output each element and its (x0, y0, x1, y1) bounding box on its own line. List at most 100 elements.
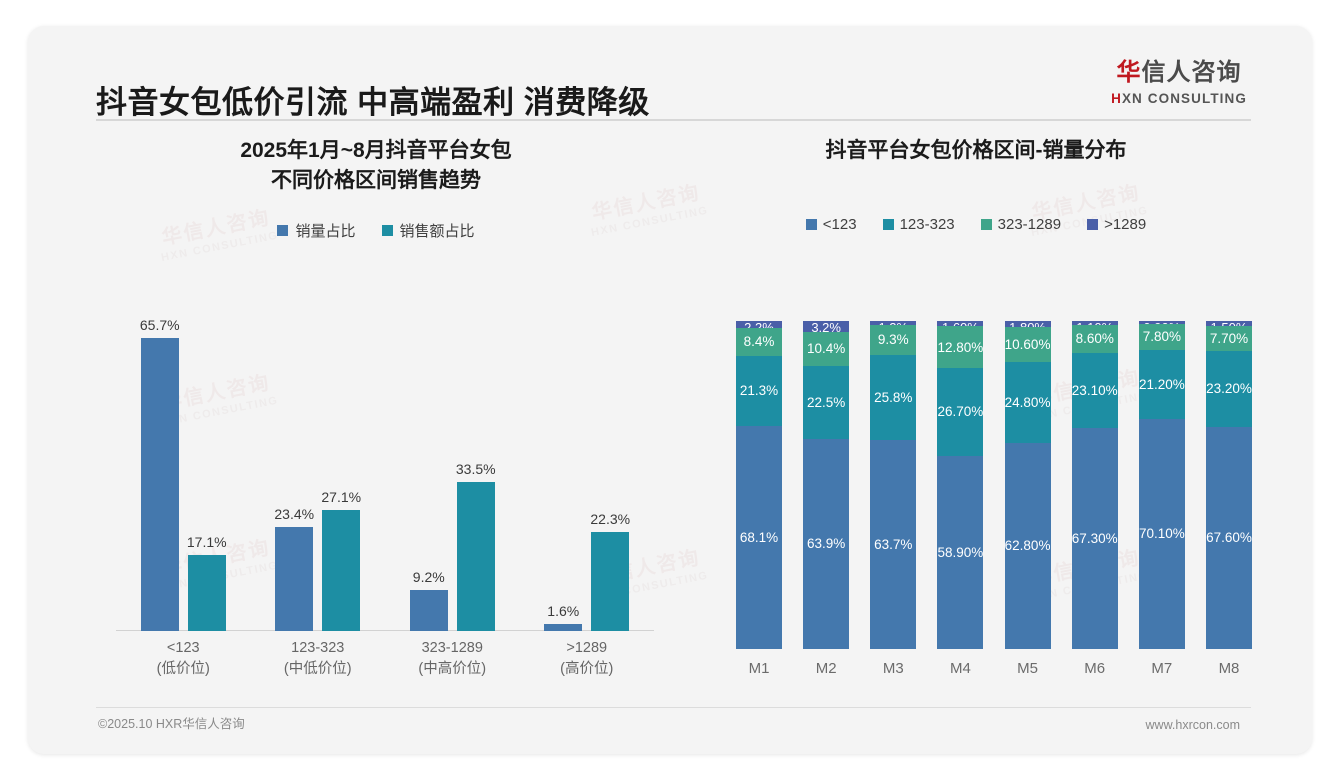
segment-value-label: 63.9% (807, 536, 846, 552)
segment-value-label: 70.10% (1138, 526, 1185, 542)
bar-group: 23.4% 27.1% (251, 319, 386, 631)
right-chart-legend: <123 123-323 323-1289 >1289 (696, 216, 1256, 233)
stacked-bar-column[interactable]: 1.60%12.80%26.70%58.90% (937, 321, 984, 649)
legend-item[interactable]: <123 (805, 216, 857, 233)
stacked-bar-column[interactable]: 1.10%8.60%23.10%67.30% (1071, 321, 1118, 649)
category-label: M7 (1151, 660, 1173, 677)
legend-item[interactable]: >1289 (1087, 216, 1146, 233)
segment-value-label: 58.90% (937, 544, 984, 560)
stacked-bar-column[interactable]: 1.80%10.60%24.80%62.80% (1004, 321, 1051, 649)
segment-value-label: 21.3% (739, 382, 779, 398)
bar-column[interactable]: 65.7% (139, 317, 180, 631)
bar-column[interactable]: 22.3% (590, 319, 631, 631)
segment-value-label: 67.60% (1206, 530, 1252, 546)
bar (591, 531, 630, 631)
slide-header: 抖音女包低价引流 中高端盈利 消费降级 华信人咨询 HXN CONSULTING (28, 26, 1312, 121)
legend-item[interactable]: 销量占比 (277, 220, 356, 241)
page-title: 抖音女包低价引流 中高端盈利 消费降级 (96, 85, 650, 120)
segment-value-label: 23.10% (1071, 382, 1118, 398)
segment-value-label: 67.30% (1071, 530, 1118, 546)
legend-item[interactable]: 323-1289 (980, 216, 1061, 233)
bar (275, 526, 314, 631)
segment-value-label: 63.7% (874, 536, 913, 552)
bar-value-label: 23.4% (274, 505, 315, 522)
stacked-bar-segment: 7.70% (1205, 325, 1252, 352)
legend-swatch-icon (882, 218, 894, 230)
bar-value-label: 65.7% (139, 317, 180, 334)
bar (322, 510, 361, 631)
stacked-bar-column[interactable]: 3.2% 10.4% 22.5% 63.9% (803, 321, 850, 649)
stacked-bar-segment: 3.2% (803, 321, 850, 334)
stacked-bar-segment: 70.10% (1138, 419, 1185, 649)
bar-column[interactable]: 1.6% (544, 319, 583, 631)
segment-value-label: 12.80% (937, 339, 984, 355)
stacked-bar-segment: 2.2% (736, 321, 782, 334)
bar-value-label: 27.1% (321, 489, 362, 506)
legend-swatch-icon (1087, 218, 1099, 230)
bar-group: 65.7% 17.1% (116, 317, 251, 631)
segment-value-label: 62.80% (1004, 538, 1051, 554)
category-label: 123-323 (中低价位) (251, 638, 386, 680)
segment-value-label: 7.70% (1209, 330, 1249, 346)
category-label-main: <123 (166, 640, 200, 656)
category-label: M6 (1084, 660, 1106, 677)
legend-label: 销售额占比 (399, 222, 475, 240)
segment-value-label: 10.4% (807, 340, 846, 356)
segment-value-label: 68.1% (739, 529, 779, 545)
stacked-bar-column[interactable]: 1.2%9.3%25.8%63.7% (870, 321, 917, 649)
bar-group: 9.2% 33.5% (385, 319, 520, 631)
legend-label: 123-323 (899, 215, 955, 233)
bar-column[interactable]: 9.2% (409, 319, 448, 631)
bar-value-label: 1.6% (547, 602, 580, 619)
legend-item[interactable]: 123-323 (882, 215, 955, 233)
stacked-bar-segment: 10.4% (803, 331, 850, 366)
segment-value-label: 8.4% (743, 334, 775, 350)
bar-column[interactable]: 23.4% (274, 319, 315, 631)
stacked-bar-segment: 22.5% (803, 365, 850, 440)
category-label-sub: (高价位) (560, 661, 614, 678)
bar-value-label: 22.3% (590, 510, 631, 527)
category-label: 323-1289 (中高价位) (385, 638, 520, 680)
logo-english-text: HXN CONSULTING (1111, 92, 1247, 106)
right-stacked-bar-chart: 2.2%8.4%21.3%68.1%3.2%10.4%22.5%63.9%1.2… (736, 321, 1252, 649)
stacked-bar-segment: 23.20% (1205, 351, 1252, 428)
stacked-bar-segment: 10.60% (1004, 326, 1051, 362)
footer-website: www.hxrcon.com (1145, 718, 1240, 732)
legend-swatch-icon (805, 218, 817, 230)
category-label: M3 (882, 660, 904, 677)
right-chart-category-labels: M1 M2 M3 M4 M5 M6 M7 M8 (736, 660, 1252, 677)
brand-logo: 华信人咨询 HXN CONSULTING (1111, 61, 1247, 106)
stacked-bar-segment: 62.80% (1004, 443, 1051, 649)
logo-english-first-char: H (1111, 91, 1122, 106)
category-label-main: 123-323 (291, 640, 345, 656)
bar-value-label: 17.1% (186, 533, 227, 550)
category-label: M8 (1218, 660, 1240, 677)
stacked-bar-segment: 7.80% (1138, 323, 1185, 350)
stacked-bar-column[interactable]: 0.90%7.80%21.20%70.10% (1138, 321, 1185, 649)
logo-chinese-first-char: 华 (1116, 59, 1142, 86)
left-grouped-bar-chart: 65.7% 17.1% 23.4% 27.1% 9.2% 33.5% 1.6% 22.3% (116, 317, 654, 631)
stacked-bar-column[interactable]: 2.2%8.4% 21.3% 68.1% (736, 321, 782, 649)
legend-label: 销量占比 (295, 222, 356, 240)
category-label-sub: (中高价位) (418, 661, 487, 678)
stacked-bar-segment: 24.80% (1004, 361, 1051, 444)
segment-value-label: 24.80% (1004, 394, 1051, 410)
bar-column[interactable]: 27.1% (321, 319, 362, 631)
stacked-bar-segment: 63.7% (870, 440, 917, 649)
left-chart-panel: 2025年1月~8月抖音平台女包 不同价格区间销售趋势 销量占比 销售额占比 (86, 136, 666, 241)
legend-swatch-icon (980, 218, 992, 230)
left-chart-category-labels: <123 (低价位) 123-323 (中低价位) 323-1289 (中高价位) >128… (116, 638, 654, 680)
bar-value-label: 9.2% (412, 569, 445, 585)
logo-chinese-rest: 信人咨询 (1141, 59, 1242, 86)
segment-value-label: 21.20% (1138, 376, 1185, 392)
category-label-main: 323-1289 (421, 640, 483, 656)
bar (409, 590, 448, 631)
stacked-bar-column[interactable]: 1.50%7.70%23.20%67.60% (1205, 321, 1252, 649)
stacked-bar-segment: 12.80% (937, 326, 984, 369)
segment-value-label: 25.8% (874, 390, 913, 406)
bar-column[interactable]: 17.1% (186, 319, 227, 631)
bar-column[interactable]: 33.5% (456, 319, 496, 631)
right-chart-title: 抖音平台女包价格区间-销量分布 (825, 139, 1127, 162)
legend-item[interactable]: 销售额占比 (381, 220, 475, 241)
category-label: M4 (950, 660, 971, 677)
